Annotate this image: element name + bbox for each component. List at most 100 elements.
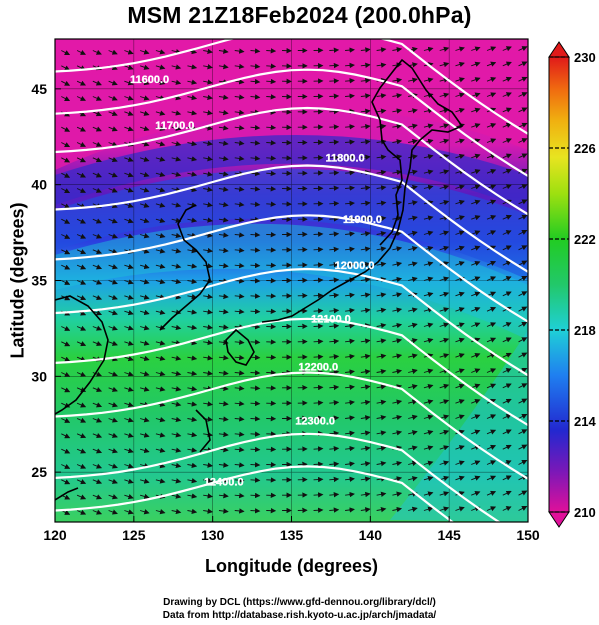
wind-arrow (329, 492, 340, 498)
wind-arrow (155, 279, 166, 285)
wind-arrow (234, 186, 245, 192)
wind-arrow (155, 447, 166, 453)
wind-arrow (124, 218, 134, 224)
wind-arrow (218, 508, 229, 514)
wind-arrow (139, 202, 150, 208)
wind-arrow (345, 415, 355, 421)
wind-arrow (329, 507, 340, 513)
wind-arrow (203, 431, 213, 438)
wind-arrow (408, 322, 418, 328)
wind-arrow (61, 463, 71, 469)
wind-arrow (329, 323, 340, 329)
wind-arrow (439, 337, 450, 344)
wind-arrow (187, 432, 198, 438)
height-contour (55, 68, 528, 177)
wind-arrow (61, 279, 71, 285)
wind-arrow (187, 248, 198, 254)
wind-arrow (250, 416, 261, 422)
wind-arrow (187, 294, 198, 300)
wind-arrow (155, 217, 166, 224)
wind-arrow (360, 292, 371, 298)
wind-arrow (140, 432, 150, 438)
wind-arrow (92, 340, 103, 347)
wind-arrow (345, 78, 355, 84)
wind-arrow (203, 293, 213, 300)
wind-arrow (108, 478, 118, 484)
wind-arrow (423, 399, 434, 405)
wind-arrow (329, 446, 340, 452)
wind-arrow (345, 430, 355, 436)
wind-arrow (345, 507, 355, 513)
wind-arrow (455, 199, 465, 206)
wind-arrow (360, 415, 371, 421)
wind-arrow (329, 262, 340, 268)
wind-arrow (108, 386, 118, 392)
wind-arrow (439, 184, 450, 190)
wind-arrow (376, 445, 387, 451)
wind-arrow (203, 477, 213, 484)
wind-arrow (345, 231, 355, 237)
wind-arrow (502, 122, 512, 128)
wind-arrow (234, 125, 245, 131)
wind-arrow (392, 368, 403, 375)
wind-arrow (439, 353, 450, 359)
wind-arrow (502, 76, 512, 82)
wind-arrow (76, 279, 87, 285)
contour-label: 11800.0 (326, 153, 365, 165)
map-field: 11600.0 11700.0 11800.0 11900.0 12000.0 12100… (55, 39, 528, 522)
wind-arrow (455, 245, 465, 251)
wind-arrow (171, 263, 182, 269)
wind-arrow (360, 246, 371, 252)
wind-arrow (329, 415, 340, 421)
wind-arrow (234, 79, 245, 85)
wind-arrow (439, 445, 450, 451)
wind-arrow (329, 62, 340, 69)
wind-arrow (502, 352, 512, 358)
wind-arrow (266, 155, 277, 161)
wind-arrow (502, 444, 512, 450)
wind-arrow (345, 307, 355, 314)
wind-arrow (313, 415, 324, 421)
wind-arrow (203, 278, 213, 284)
height-contour (55, 39, 528, 135)
wind-arrow (423, 491, 434, 497)
wind-arrow (187, 493, 198, 499)
wind-arrow (360, 384, 371, 390)
wind-arrow (408, 353, 418, 359)
wind-arrow (171, 478, 182, 484)
wind-arrow (455, 475, 465, 481)
contour-label: 12000.0 (335, 260, 375, 272)
wind-arrow (250, 477, 261, 483)
wind-arrow (61, 356, 71, 362)
wind-arrow (250, 354, 261, 361)
wind-arrow (76, 126, 87, 132)
wind-arrow (108, 172, 118, 178)
wind-arrow (76, 371, 87, 377)
wind-arrow (108, 310, 118, 316)
wind-arrow (108, 126, 118, 132)
wind-arrow (155, 202, 166, 208)
wind-arrow (61, 203, 71, 209)
wind-arrow (250, 370, 261, 376)
wind-arrow (345, 292, 355, 298)
wind-arrow (329, 47, 340, 53)
wind-arrow (313, 308, 324, 314)
wind-arrow (345, 170, 355, 176)
wind-arrow (502, 322, 512, 328)
wind-arrow (76, 142, 87, 147)
wind-arrow (218, 462, 229, 468)
wind-arrow (187, 370, 198, 377)
wind-arrow (345, 399, 355, 406)
wind-arrow (518, 230, 528, 235)
wind-arrow (61, 80, 71, 86)
wind-arrow (155, 171, 166, 178)
wind-arrow (92, 141, 102, 147)
wind-arrow (313, 400, 324, 406)
wind-arrow (486, 215, 497, 221)
wind-arrow (92, 126, 102, 132)
wind-arrow (329, 400, 340, 406)
wind-arrow (187, 94, 198, 101)
wind-arrow (124, 371, 134, 377)
wind-arrow (486, 306, 497, 312)
